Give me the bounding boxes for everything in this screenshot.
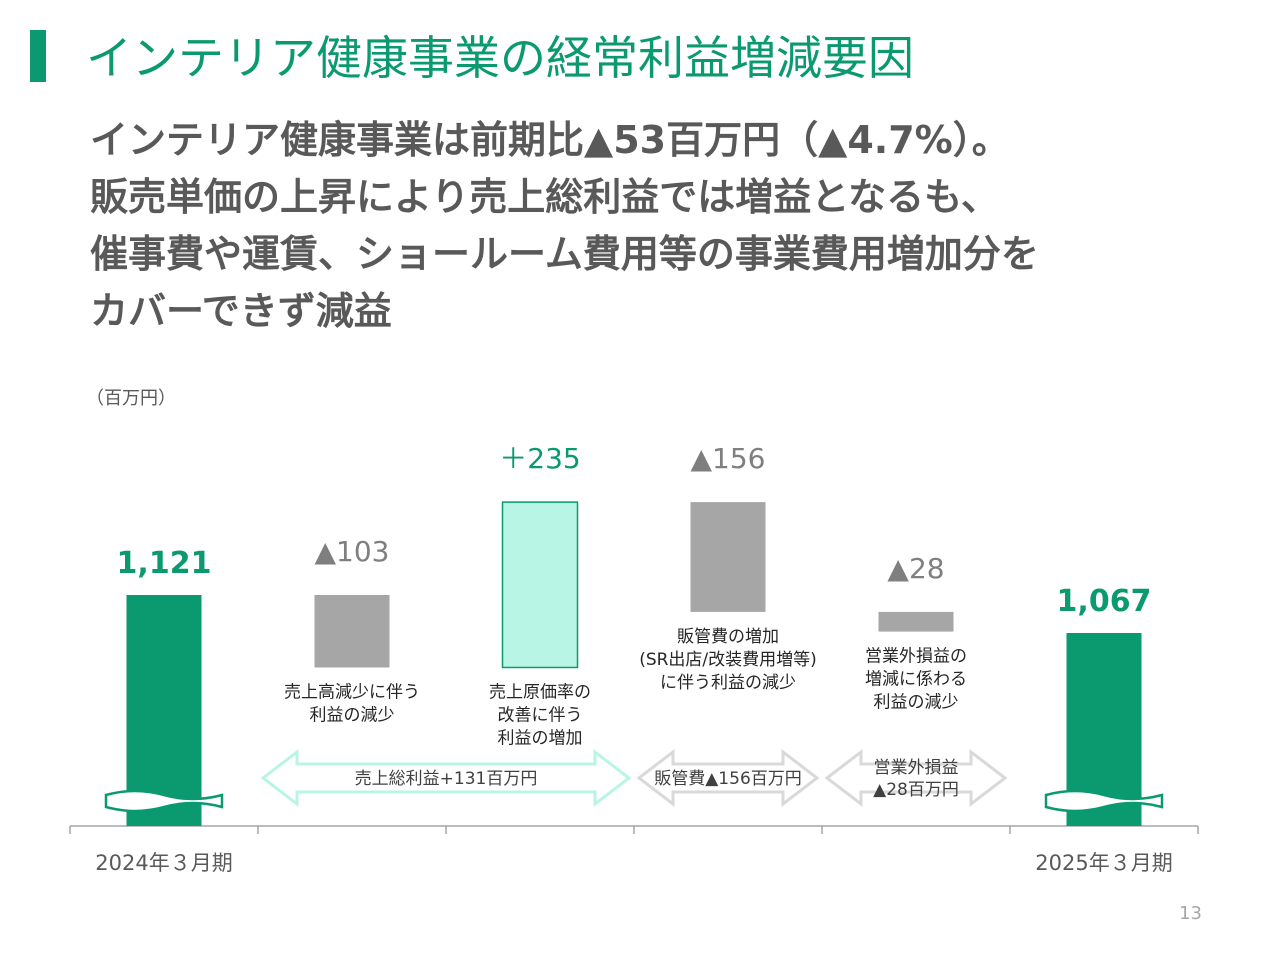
bar-description: 販管費の増加 bbox=[677, 627, 779, 647]
bar-description: 売上高減少に伴う bbox=[284, 682, 420, 702]
group-arrow bbox=[636, 748, 820, 808]
bar bbox=[314, 595, 390, 668]
unit-label: （百万円） bbox=[86, 388, 176, 409]
group-label: 売上総利益+131百万円 bbox=[355, 769, 538, 789]
bar-description: 利益の減少 bbox=[874, 693, 959, 713]
bar-description: (SR出店/改装費用増等) bbox=[639, 650, 817, 670]
group-arrow bbox=[824, 748, 1008, 808]
headline-line-1: インテリア健康事業は前期比▲53百万円（▲4.7%）。 bbox=[90, 118, 1010, 162]
group-label: 営業外損益 bbox=[874, 758, 959, 778]
bar bbox=[690, 502, 766, 612]
bar bbox=[501, 501, 579, 669]
bar-description: 営業外損益の bbox=[865, 647, 967, 667]
group-label: 販管費▲156百万円 bbox=[654, 769, 802, 789]
bar-description: 増減に係わる bbox=[865, 670, 967, 690]
group-arrow bbox=[260, 748, 632, 808]
bar-description: 売上原価率の bbox=[489, 682, 591, 702]
group-label: ▲28百万円 bbox=[873, 780, 959, 800]
bar-description: に伴う利益の減少 bbox=[660, 673, 796, 693]
bar-value-label: ＋235 bbox=[499, 442, 580, 475]
category-label: 2024年３月期 bbox=[95, 851, 232, 875]
bar-value-label: 1,121 bbox=[117, 546, 212, 581]
bar-value-label: ▲103 bbox=[315, 535, 390, 568]
bar-value-label: ▲28 bbox=[887, 552, 944, 585]
bar-description: 改善に伴う bbox=[498, 705, 583, 725]
axis-break-symbol bbox=[104, 789, 224, 813]
axis-break-symbol bbox=[1044, 789, 1164, 813]
headline-line-2: 販売単価の上昇により売上総利益では増益となるも、 bbox=[90, 175, 999, 219]
bar-value-label: ▲156 bbox=[691, 442, 766, 475]
bar-description: 利益の増加 bbox=[498, 728, 583, 748]
bar bbox=[878, 611, 954, 632]
bar bbox=[126, 595, 202, 826]
title-accent-bar bbox=[30, 30, 46, 82]
headline-line-4: カバーできず減益 bbox=[90, 289, 392, 333]
bar-description: 利益の減少 bbox=[310, 705, 395, 725]
page-title: インテリア健康事業の経常利益増減要因 bbox=[86, 31, 914, 85]
bar-value-label: 1,067 bbox=[1057, 584, 1152, 619]
page-number: 13 bbox=[1179, 903, 1202, 924]
headline-line-3: 催事費や運賃、ショールーム費用等の事業費用増加分を bbox=[90, 232, 1039, 276]
category-label: 2025年３月期 bbox=[1035, 851, 1172, 875]
headline: インテリア健康事業は前期比▲53百万円（▲4.7%）。 販売単価の上昇により売上… bbox=[90, 112, 1240, 340]
